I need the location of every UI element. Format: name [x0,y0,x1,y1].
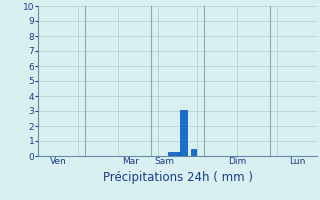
Bar [174,152,180,156]
X-axis label: Précipitations 24h ( mm ): Précipitations 24h ( mm ) [103,171,252,184]
Bar [191,149,196,156]
Bar [168,152,173,156]
Bar [180,110,187,156]
